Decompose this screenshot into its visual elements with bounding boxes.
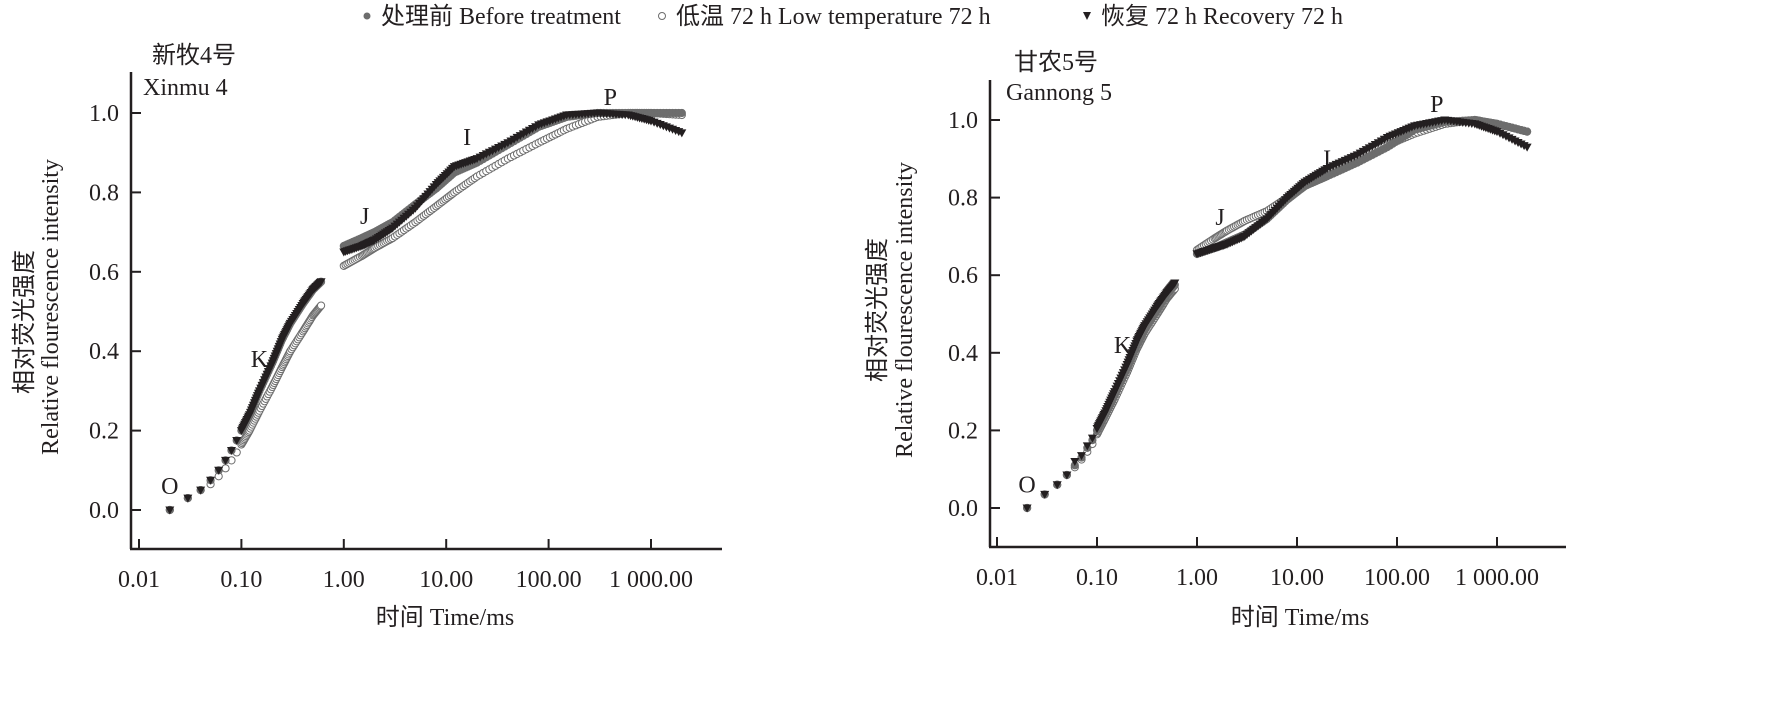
x-tick-label: 100.00 — [1364, 565, 1430, 591]
legend-label-recovery: 恢复 72 h Recovery 72 h — [1101, 3, 1343, 30]
y-tick-label: 0.6 — [89, 260, 119, 286]
legend-label-before: 处理前 Before treatment — [381, 3, 621, 30]
y-tick-label: 0.6 — [948, 263, 978, 289]
data-marks — [165, 108, 687, 515]
phase-label-k: K — [1114, 333, 1132, 359]
series-before-treatment — [165, 108, 686, 515]
data-point — [1082, 442, 1092, 451]
axes — [988, 80, 1566, 549]
y-tick-label: 0.4 — [89, 339, 119, 365]
x-tick-label: 100.00 — [516, 567, 582, 593]
data-point — [316, 278, 326, 287]
data-point — [221, 464, 230, 473]
x-tick-label: 0.01 — [118, 567, 160, 593]
legend: 处理前 Before treatment 低温 72 h Low tempera… — [363, 3, 1343, 30]
phase-label-j: J — [1215, 205, 1224, 231]
x-tick-label: 10.00 — [1270, 565, 1324, 591]
axes — [129, 72, 722, 551]
data-point — [206, 476, 216, 485]
data-point — [677, 129, 687, 138]
data-point — [1040, 490, 1050, 499]
y-tick-label: 0.4 — [948, 341, 978, 367]
y-tick-label: 1.0 — [89, 101, 119, 127]
chart-title-en: Gannong 5 — [1006, 80, 1112, 106]
x-tick-label: 0.01 — [976, 565, 1018, 591]
x-tick-label: 1.00 — [323, 567, 365, 593]
series-before-treatment — [1023, 115, 1532, 513]
legend-marker-recovery — [1083, 12, 1091, 20]
y-axis-label-cn: 相对荧光强度 — [11, 250, 38, 394]
data-point — [1087, 434, 1097, 443]
data-point — [226, 446, 236, 455]
y-axis-label-cn: 相对荧光强度 — [864, 238, 891, 382]
x-axis-label: 时间 Time/ms — [376, 604, 514, 631]
chart-title-cn: 甘农5号 — [1014, 49, 1098, 76]
phase-label-o: O — [1018, 472, 1035, 498]
chart-title-cn: 新牧4号 — [152, 42, 236, 69]
y-axis-label-en: Relative flourescence intensity — [38, 159, 64, 455]
series-recovery-72h — [1022, 116, 1532, 513]
legend-marker-before — [363, 12, 371, 20]
chart-xinmu-4: 新牧4号 Xinmu 4 相对荧光强度 Relative flourescenc… — [11, 42, 722, 631]
y-tick-label: 0.8 — [89, 180, 119, 206]
y-tick-label: 1.0 — [948, 108, 978, 134]
data-point — [165, 506, 175, 515]
data-point — [196, 486, 206, 495]
series-recovery-72h — [165, 109, 687, 515]
y-axis-label-en: Relative flourescence intensity — [892, 162, 918, 458]
chart-title-en: Xinmu 4 — [143, 75, 228, 101]
x-axis-label: 时间 Time/ms — [1231, 604, 1369, 631]
phase-label-j: J — [360, 204, 369, 230]
x-tick-label: 0.10 — [220, 567, 262, 593]
y-tick-label: 0.8 — [948, 186, 978, 212]
data-point — [677, 108, 686, 118]
data-point — [1523, 127, 1532, 136]
data-point — [1022, 504, 1032, 513]
data-marks — [1022, 115, 1532, 513]
series-low-temperature-72h — [1023, 115, 1532, 513]
phase-label-i: I — [1323, 147, 1331, 173]
phase-annotations: O K J I P — [161, 85, 617, 500]
phase-label-o: O — [161, 474, 178, 500]
data-point — [214, 466, 224, 475]
chart-gannong-5: 甘农5号 Gannong 5 相对荧光强度 Relative flouresce… — [864, 49, 1566, 631]
phase-label-i: I — [463, 125, 471, 151]
y-tick-label: 0.0 — [89, 498, 119, 524]
data-point — [232, 437, 242, 446]
x-tick-label: 0.10 — [1076, 565, 1118, 591]
x-tick-label: 1.00 — [1176, 565, 1218, 591]
data-point — [221, 456, 231, 465]
data-point — [316, 301, 326, 310]
data-point — [1070, 457, 1080, 466]
y-tick-label: 0.2 — [89, 419, 119, 445]
data-point — [1062, 471, 1072, 480]
y-tick-label: 0.0 — [948, 496, 978, 522]
data-point — [1077, 452, 1087, 461]
data-point — [183, 494, 193, 503]
ticks: 0.0 0.2 0.4 0.6 0.8 1.0 0.01 0.10 1.00 10.00 100.0… — [89, 101, 693, 593]
data-point — [1522, 143, 1532, 152]
phase-label-k: K — [251, 347, 269, 373]
ticks: 0.0 0.2 0.4 0.6 0.8 1.0 0.01 0.10 1.00 10.00 100.0… — [948, 108, 1539, 591]
data-point — [1052, 481, 1062, 490]
phase-label-p: P — [604, 85, 617, 111]
series-low-temperature-72h — [165, 108, 686, 515]
legend-label-low-temp: 低温 72 h Low temperature 72 h — [676, 3, 991, 30]
phase-annotations: O K J I P — [1018, 92, 1443, 498]
data-point — [1170, 279, 1180, 288]
y-tick-label: 0.2 — [948, 418, 978, 444]
x-tick-label: 1 000.00 — [609, 567, 693, 593]
legend-marker-low-temp — [658, 12, 666, 20]
x-tick-label: 10.00 — [419, 567, 473, 593]
phase-label-p: P — [1430, 92, 1443, 118]
x-tick-label: 1 000.00 — [1455, 565, 1539, 591]
